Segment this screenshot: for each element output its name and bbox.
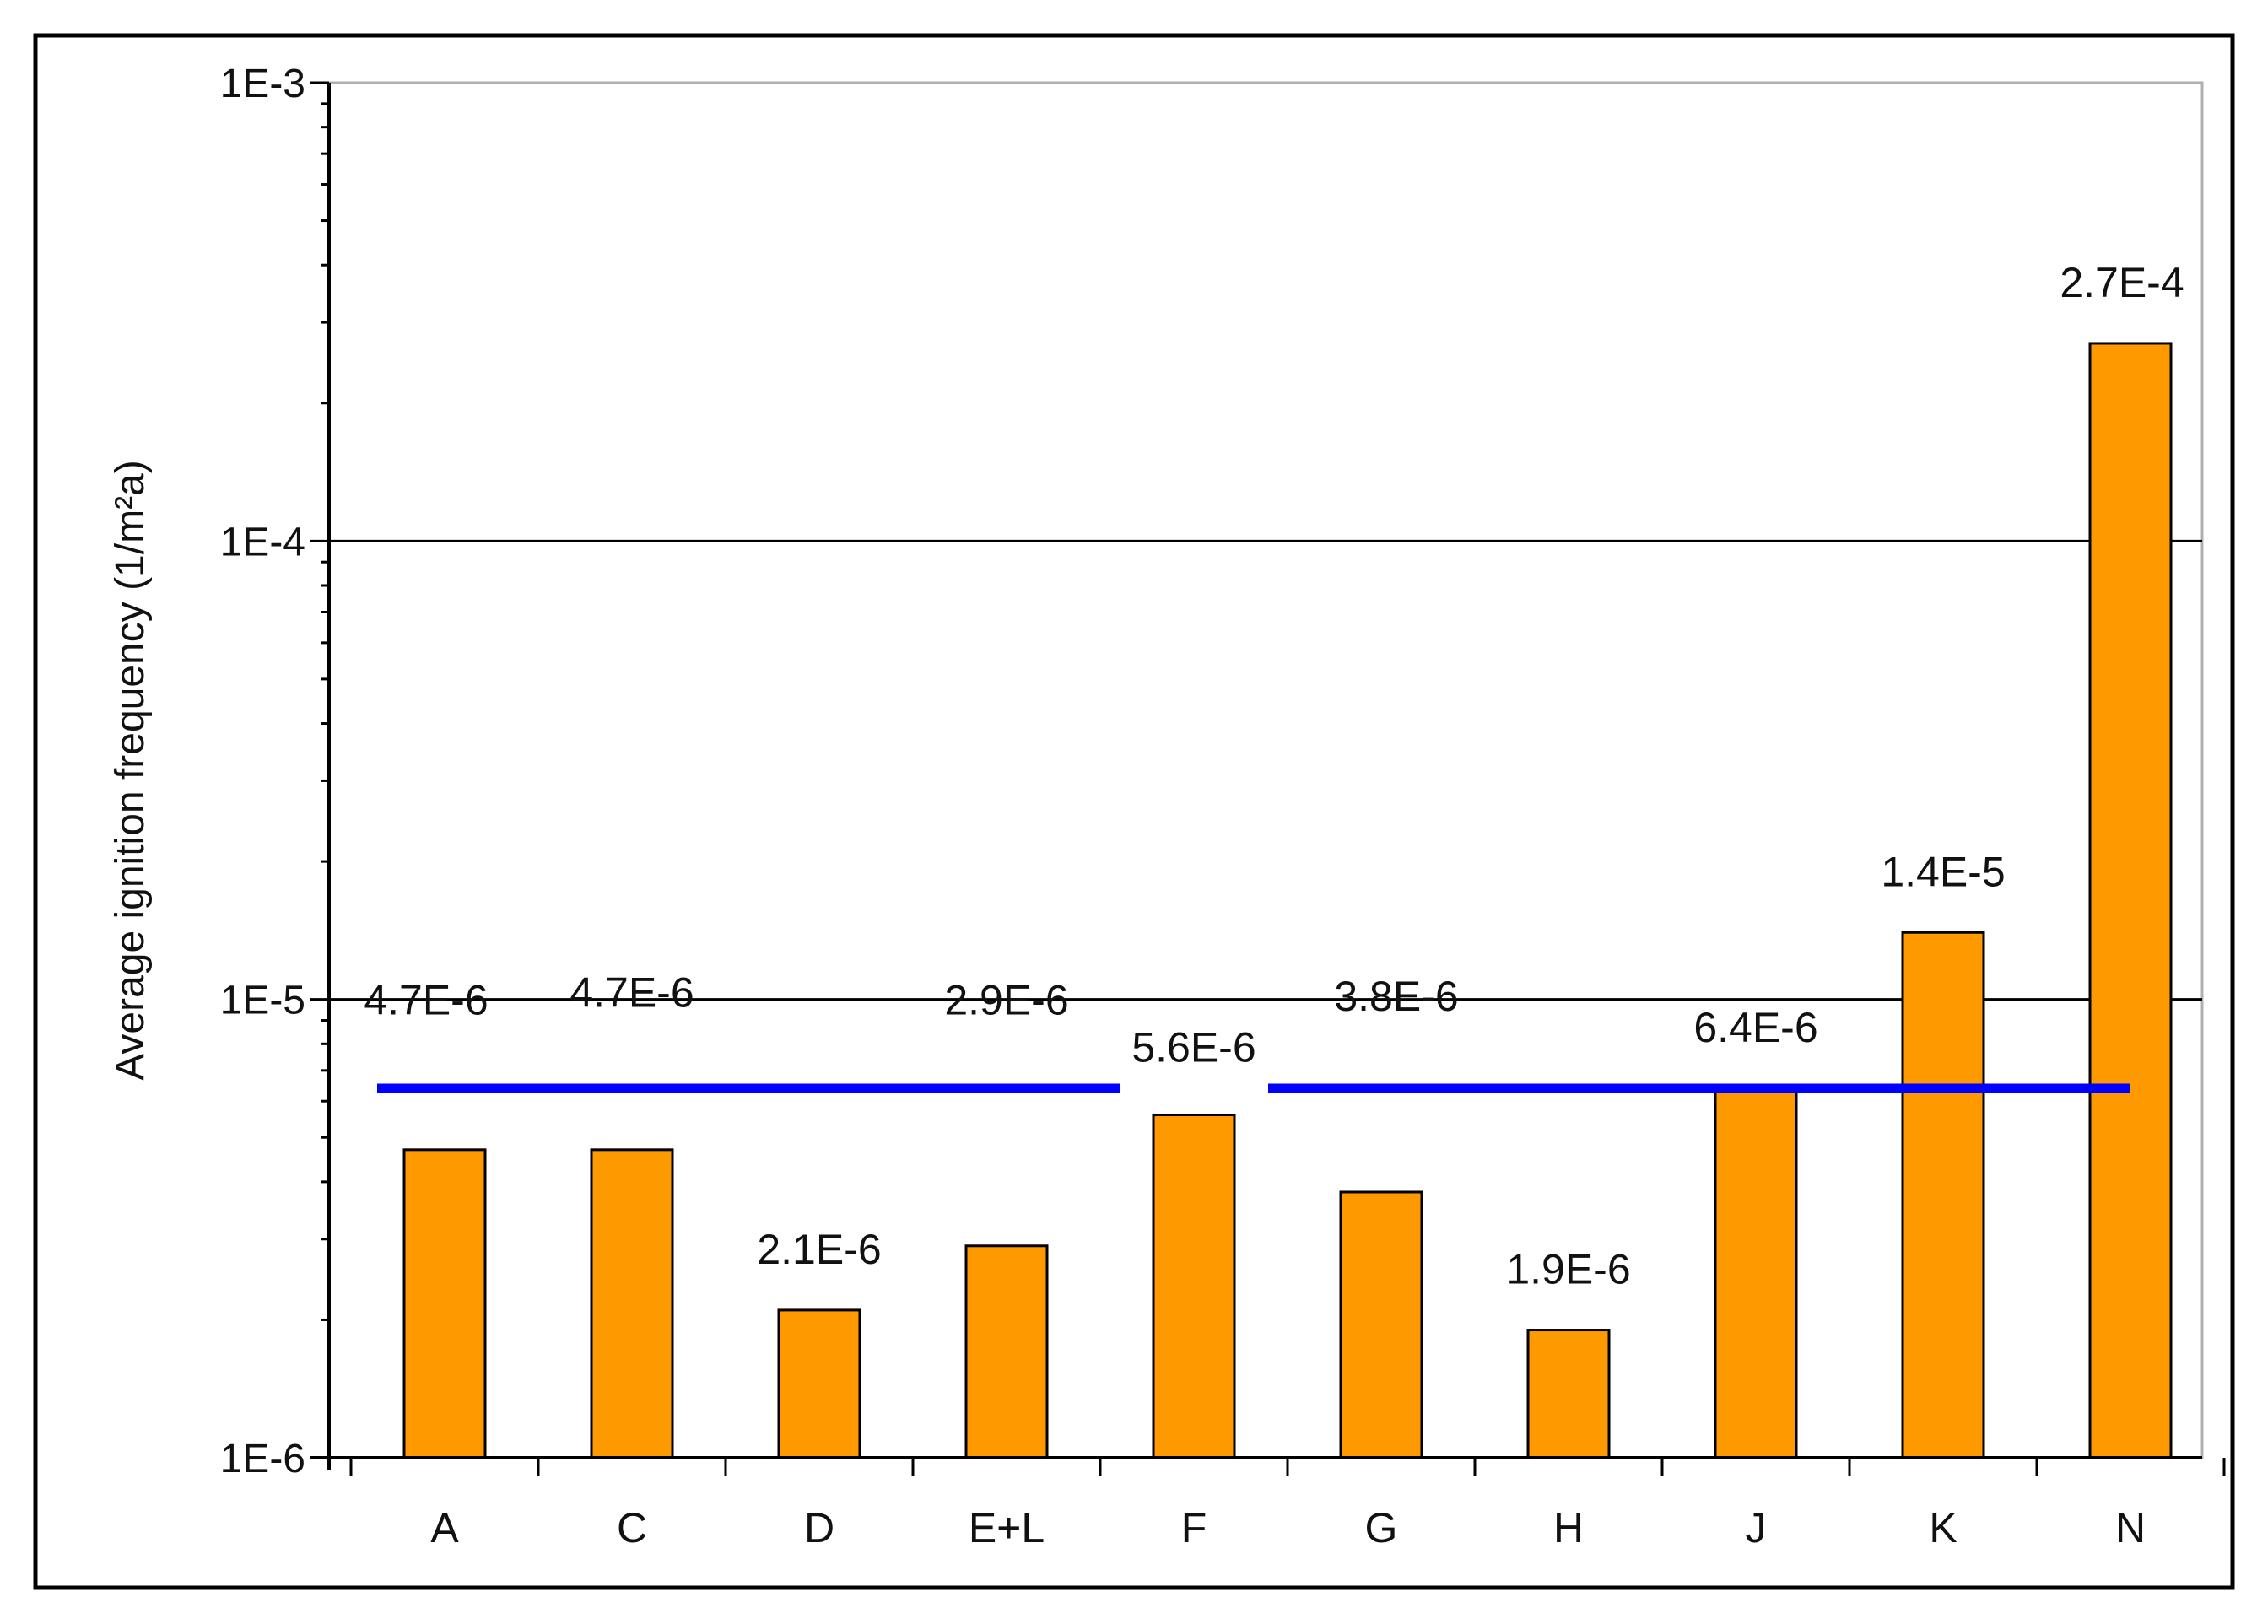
x-tick-label: C [617, 1504, 647, 1551]
y-tick-label: 1E-6 [220, 1437, 305, 1481]
bar-D [777, 1308, 861, 1459]
bar-H [1526, 1329, 1611, 1459]
bar-C [590, 1148, 674, 1459]
data-label: 4.7E-6 [570, 968, 694, 1016]
bar-A [402, 1148, 487, 1459]
data-label: 6.4E-6 [1693, 1004, 1817, 1051]
bar-G [1339, 1190, 1423, 1459]
x-tick-label: F [1181, 1504, 1207, 1551]
y-tick-label: 1E-4 [220, 520, 305, 564]
x-tick-label: J [1746, 1504, 1767, 1551]
data-label: 4.7E-6 [364, 977, 488, 1024]
x-tick-label: K [1929, 1504, 1957, 1551]
data-label: 2.1E-6 [757, 1226, 881, 1273]
bar-K [1901, 931, 1985, 1459]
y-axis-title: Average ignition frequency (1/m²a) [108, 460, 153, 1081]
y-tick-label: 1E-3 [220, 62, 305, 106]
x-tick-label: A [430, 1504, 459, 1551]
data-label: 1.4E-5 [1881, 848, 2005, 895]
data-label: 2.9E-6 [944, 977, 1068, 1024]
x-tick-label: N [2115, 1504, 2146, 1551]
x-tick-label: E+L [969, 1504, 1045, 1551]
data-label: 1.9E-6 [1506, 1246, 1630, 1293]
bar-N [2088, 342, 2173, 1459]
data-label: 2.7E-4 [2060, 259, 2184, 306]
bar-E+L [964, 1244, 1049, 1459]
data-label: 3.8E-6 [1334, 973, 1458, 1020]
data-label: 5.6E-6 [1131, 1023, 1256, 1071]
x-tick-label: D [804, 1504, 834, 1551]
bar-J [1714, 1087, 1798, 1459]
x-tick-label: G [1365, 1504, 1398, 1551]
y-tick-label: 1E-5 [220, 979, 305, 1023]
x-tick-label: H [1553, 1504, 1584, 1551]
bar-F [1152, 1113, 1236, 1459]
